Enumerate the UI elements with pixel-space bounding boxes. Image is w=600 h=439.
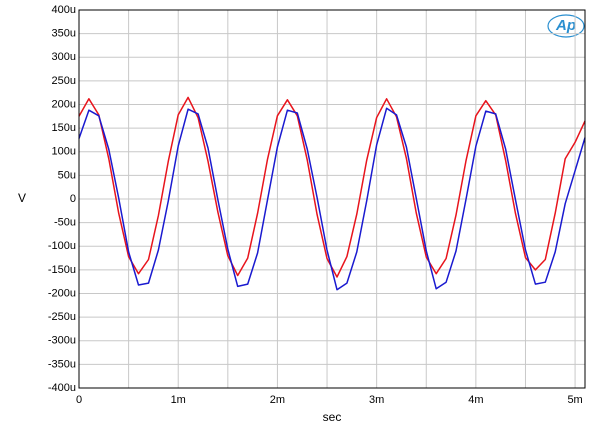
y-tick-label: -350u: [48, 358, 76, 370]
logo: Ap: [547, 14, 585, 38]
y-tick-label: 300u: [52, 51, 76, 63]
y-tick-label: 150u: [52, 122, 76, 134]
y-tick-label: -100u: [48, 240, 76, 252]
logo-text: Ap: [555, 17, 576, 34]
y-tick-label: 200u: [52, 98, 76, 110]
y-tick-label: 0: [70, 193, 76, 205]
x-tick-label: 5m: [567, 394, 582, 406]
y-axis-label: V: [18, 191, 26, 205]
x-tick-label: 4m: [468, 394, 483, 406]
x-tick-label: 0: [76, 394, 82, 406]
y-tick-label: 50u: [58, 169, 76, 181]
y-tick-label: 100u: [52, 146, 76, 158]
y-tick-label: -400u: [48, 382, 76, 394]
plot-border: [78, 9, 586, 389]
y-tick-label: -200u: [48, 287, 76, 299]
y-tick-label: -50u: [54, 217, 76, 229]
x-tick-label: 3m: [369, 394, 384, 406]
series-line: [78, 107, 586, 291]
y-tick-label: -150u: [48, 264, 76, 276]
logo-ring: [547, 14, 585, 38]
y-tick-label: -250u: [48, 311, 76, 323]
x-axis-label: sec: [323, 410, 342, 424]
y-tick-label: 250u: [52, 75, 76, 87]
y-tick-label: 400u: [52, 4, 76, 16]
y-tick-label: -300u: [48, 335, 76, 347]
y-tick-label: 350u: [52, 28, 76, 40]
x-tick-label: 1m: [171, 394, 186, 406]
x-tick-label: 2m: [270, 394, 285, 406]
